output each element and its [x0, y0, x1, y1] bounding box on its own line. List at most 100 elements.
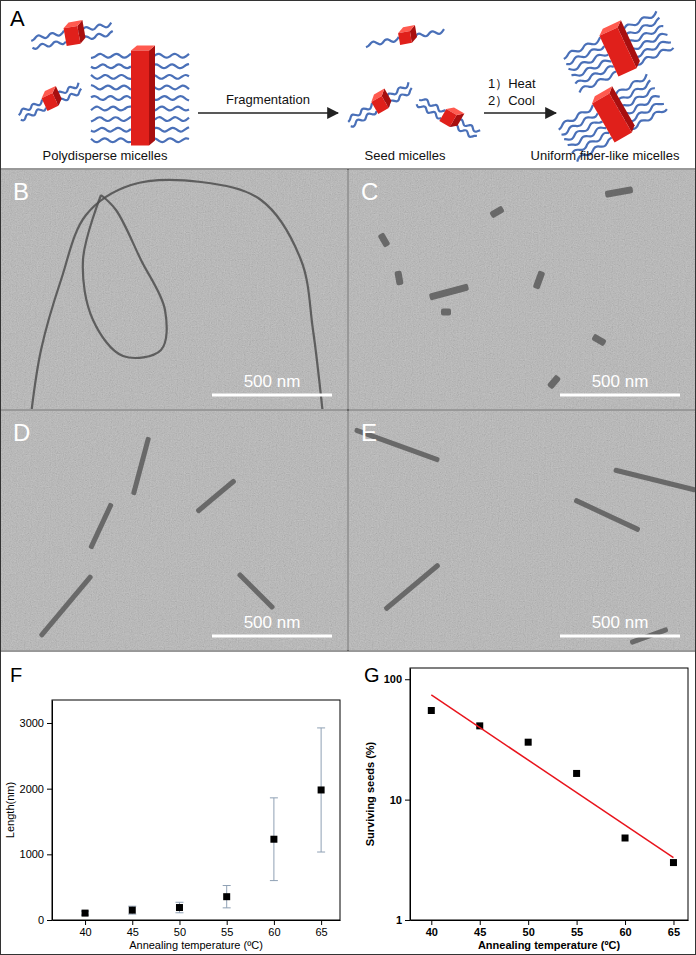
x-axis: 404550556065 — [53, 920, 341, 938]
tick-label: 2000 — [20, 783, 44, 795]
background — [0, 0, 696, 955]
micrograph-noise — [1, 170, 347, 409]
corona-chain — [91, 64, 131, 68]
plot-frame — [410, 668, 688, 920]
micelle-rod — [394, 270, 403, 285]
tick-label: 65 — [668, 926, 680, 938]
chart: 4045505560650100020003000FAnnealing temp… — [4, 664, 341, 951]
tick-label: 50 — [174, 926, 186, 938]
scale-bar — [212, 394, 332, 397]
core — [131, 51, 149, 146]
tick-label: 40 — [79, 926, 91, 938]
tick-mark — [47, 723, 52, 724]
error-bar-cap — [128, 906, 136, 907]
micelle — [559, 5, 674, 94]
axis-line — [411, 920, 689, 921]
axis-line — [52, 701, 53, 921]
corona-chain — [91, 75, 131, 79]
schematic-label: 2）Cool — [488, 93, 535, 108]
core — [599, 27, 636, 76]
micrograph-background — [1, 170, 347, 409]
tick-label: 50 — [523, 926, 535, 938]
schematic-label: Polydisperse micelles — [43, 148, 168, 163]
tick-mark — [405, 679, 410, 680]
tick-mark — [179, 920, 180, 925]
micelle-rod — [377, 232, 390, 248]
data-point — [622, 834, 629, 841]
core — [439, 109, 456, 127]
error-bar — [270, 798, 278, 881]
corona-chain — [91, 96, 131, 100]
tick-mark — [625, 920, 626, 925]
panel-label: D — [13, 419, 30, 446]
tick: 1 — [396, 914, 410, 926]
corona-chain — [32, 40, 66, 50]
micrograph-noise — [349, 170, 695, 409]
tick-mark — [47, 920, 52, 921]
micelle-rod — [533, 270, 546, 289]
micrograph-background — [349, 411, 695, 650]
scale-bar — [560, 635, 680, 638]
panel-label: A — [10, 6, 25, 31]
micelle — [415, 91, 483, 141]
tick: 10 — [390, 794, 410, 806]
core — [592, 94, 632, 143]
error-bar — [128, 906, 136, 914]
fiber — [83, 195, 167, 358]
data-point — [223, 893, 230, 900]
tick-mark — [577, 920, 578, 925]
tick-label: 45 — [474, 926, 486, 938]
tick: 50 — [523, 920, 535, 938]
micelle-rod — [383, 562, 441, 611]
tick-label: 55 — [571, 926, 583, 938]
micelle-rod — [131, 436, 151, 495]
y-axis: 0100020003000 — [20, 701, 53, 927]
axis-line — [53, 920, 341, 921]
corona-chain — [416, 102, 442, 119]
tick-label: 65 — [315, 926, 327, 938]
micelle — [14, 77, 84, 123]
error-bar-cap — [223, 885, 231, 886]
data-point — [176, 904, 183, 911]
scale-bar-label: 500 nm — [244, 372, 301, 391]
micelle-rod — [429, 283, 469, 300]
tick-mark — [405, 800, 410, 801]
panel-divider — [348, 169, 349, 651]
arrow — [484, 112, 556, 114]
micelle — [364, 20, 446, 51]
tick: 55 — [571, 920, 583, 938]
micelle-rod — [441, 309, 451, 316]
micelle-rod — [613, 467, 695, 492]
x-axis-title: Annealing temperature (ºC) — [129, 939, 263, 951]
schematic-label: Seed micelles — [365, 148, 446, 163]
scale-bar — [560, 394, 680, 397]
scale-bar-label: 500 nm — [244, 613, 301, 632]
data-point — [525, 739, 532, 746]
tick-mark — [85, 920, 86, 925]
micelle — [91, 46, 189, 146]
micrograph-background — [349, 170, 695, 409]
tick-label: 60 — [619, 926, 631, 938]
schematic-label: 1）Heat — [488, 76, 536, 91]
error-bar-cap — [317, 852, 325, 853]
tick-mark — [321, 920, 322, 925]
tick-mark — [274, 920, 275, 925]
micrograph: D 500 nm — [1, 411, 347, 650]
micelle-rod — [489, 205, 505, 218]
data-point — [129, 907, 136, 914]
data-point — [573, 770, 580, 777]
micelle-rod — [237, 572, 276, 611]
schematic: A Polydisperse micelles Fragmentation Seed … — [10, 5, 680, 163]
tick: 60 — [268, 920, 280, 938]
arrow — [198, 112, 338, 114]
error-bar-cap — [175, 902, 183, 903]
chart: 404550556065110100GAnnealing temperature… — [364, 664, 689, 951]
micelle-rod — [573, 498, 640, 533]
fit-line — [431, 695, 673, 858]
tick: 55 — [221, 920, 233, 938]
micelle-rod — [88, 502, 114, 549]
core — [371, 96, 388, 114]
corona-chain — [350, 109, 378, 127]
data-point — [82, 910, 89, 917]
schematic-label: Fragmentation — [226, 92, 310, 107]
